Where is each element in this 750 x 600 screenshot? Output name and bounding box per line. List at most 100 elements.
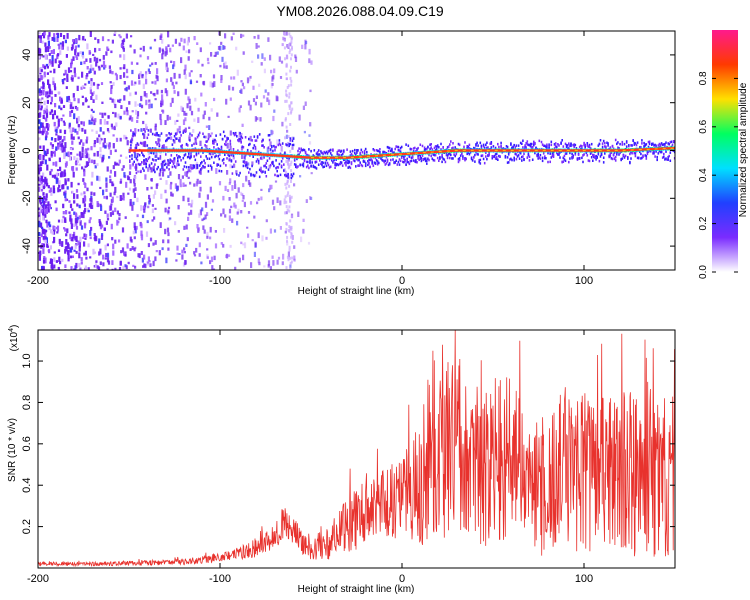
noise-speck — [145, 231, 149, 237]
band-cell — [672, 140, 675, 143]
noise-speck — [99, 221, 102, 225]
noise-speck — [96, 265, 99, 269]
band-cell — [150, 151, 153, 155]
noise-speck — [145, 99, 148, 106]
noise-speck — [51, 55, 54, 61]
noise-speck — [78, 241, 81, 248]
band-cell — [263, 146, 265, 149]
band-cell — [485, 155, 487, 158]
band-cell — [230, 159, 233, 162]
noise-speck — [97, 65, 101, 69]
band-cell — [260, 169, 262, 172]
band-cell — [219, 164, 222, 168]
noise-speck — [129, 201, 132, 207]
band-cell — [167, 159, 169, 162]
noise-speck — [286, 162, 289, 166]
band-cell — [625, 140, 628, 143]
band-cell — [646, 150, 649, 153]
band-cell — [320, 150, 322, 153]
noise-speck — [284, 117, 287, 121]
noise-speck — [136, 214, 139, 218]
band-cell — [212, 140, 214, 143]
noise-speck — [122, 165, 125, 169]
noise-speck — [83, 222, 87, 229]
noise-speck — [39, 35, 42, 40]
band-cell — [455, 151, 458, 154]
band-cell — [321, 163, 323, 167]
noise-speck — [90, 78, 93, 82]
noise-speck — [230, 36, 233, 41]
noise-speck — [42, 204, 45, 210]
noise-speck — [118, 34, 121, 37]
band-cell — [357, 159, 359, 162]
noise-speck — [124, 88, 127, 91]
band-cell — [669, 159, 672, 162]
noise-speck — [134, 91, 137, 95]
band-cell — [462, 157, 464, 160]
band-cell — [258, 168, 261, 172]
noise-speck — [74, 73, 77, 78]
noise-speck — [123, 95, 126, 101]
noise-speck — [290, 65, 292, 69]
noise-speck — [92, 110, 95, 113]
band-cell — [652, 152, 654, 155]
noise-speck — [228, 85, 231, 91]
noise-speck — [233, 202, 236, 208]
noise-speck — [166, 114, 169, 121]
band-cell — [165, 162, 167, 166]
noise-speck — [42, 114, 45, 119]
noise-speck — [45, 63, 48, 67]
noise-speck — [156, 75, 159, 82]
noise-speck — [133, 83, 136, 86]
band-cell — [309, 158, 311, 162]
band-cell — [647, 145, 650, 149]
noise-speck — [103, 196, 106, 199]
noise-speck — [70, 266, 73, 270]
noise-speck — [162, 239, 165, 244]
noise-speck — [59, 42, 62, 45]
band-cell — [601, 142, 604, 145]
noise-speck — [73, 231, 76, 237]
noise-speck — [188, 126, 191, 129]
noise-speck — [128, 171, 132, 175]
band-cell — [622, 154, 625, 157]
noise-speck — [260, 188, 263, 191]
band-cell — [604, 145, 606, 148]
noise-speck — [179, 184, 182, 188]
noise-speck — [286, 129, 289, 133]
band-cell — [569, 151, 571, 155]
noise-speck — [94, 165, 97, 169]
band-cell — [135, 157, 138, 160]
noise-speck — [285, 266, 288, 270]
noise-speck — [119, 137, 122, 142]
noise-speck — [42, 131, 45, 134]
noise-speck — [79, 51, 82, 55]
noise-speck — [111, 71, 114, 75]
noise-speck — [104, 257, 107, 260]
noise-speck — [50, 229, 53, 234]
band-cell — [356, 149, 358, 152]
band-cell — [653, 152, 655, 155]
noise-speck — [147, 150, 150, 156]
noise-speck — [126, 75, 129, 79]
band-cell — [295, 165, 297, 169]
band-cell — [436, 156, 439, 160]
band-cell — [590, 142, 593, 146]
band-cell — [523, 158, 525, 161]
noise-speck — [156, 89, 159, 95]
noise-speck — [130, 80, 134, 86]
band-cell — [248, 171, 250, 174]
noise-speck — [93, 233, 96, 237]
band-cell — [388, 146, 391, 150]
noise-speck — [220, 41, 223, 45]
noise-speck — [125, 86, 128, 92]
snr-x-tick-label: 100 — [575, 573, 593, 585]
noise-speck — [73, 113, 76, 120]
noise-speck — [167, 160, 170, 167]
noise-speck — [64, 228, 67, 232]
noise-speck — [69, 155, 72, 161]
noise-speck — [268, 164, 271, 169]
band-cell — [423, 149, 426, 152]
noise-speck — [225, 254, 228, 258]
band-cell — [319, 153, 321, 156]
